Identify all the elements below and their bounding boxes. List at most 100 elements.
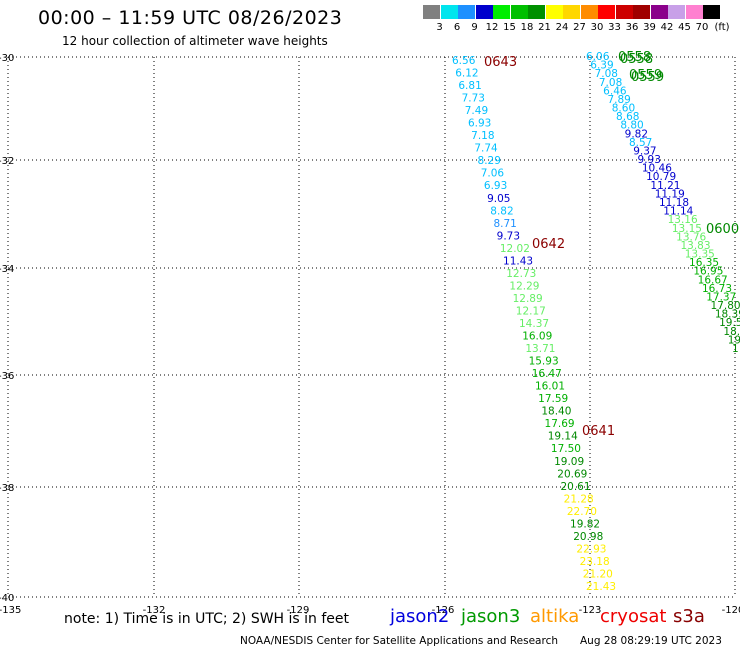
wave-height-value: 11.43 bbox=[503, 255, 533, 267]
wave-height-value: 7.49 bbox=[465, 105, 488, 117]
wave-height-value: 18.39 bbox=[715, 309, 740, 321]
legend-label-42: 42 bbox=[660, 22, 674, 33]
latitude-label: -30 bbox=[0, 53, 14, 64]
legend-label-33: 33 bbox=[608, 22, 621, 33]
longitude-label: -123 bbox=[579, 605, 602, 616]
legend-label-30: 30 bbox=[590, 22, 604, 33]
satellite-jason2: jason2 bbox=[390, 606, 450, 627]
wave-height-value: 19 bbox=[728, 334, 740, 346]
track-a: 6.566.126.817.737.496.937.187.748.297.06… bbox=[452, 55, 616, 593]
wave-height-value: 17.69 bbox=[545, 418, 575, 430]
wave-height-value: 12.17 bbox=[516, 305, 546, 317]
wave-height-value: 9.05 bbox=[487, 193, 510, 205]
wave-height-value: 13.71 bbox=[525, 343, 555, 355]
wave-height-value: 13.76 bbox=[676, 231, 706, 243]
wave-height-value: 12.73 bbox=[506, 268, 536, 280]
wave-height-value: 9.82 bbox=[625, 128, 648, 140]
latitude-label: -38 bbox=[0, 483, 14, 494]
wave-height-value: 22.93 bbox=[576, 543, 606, 555]
wave-height-value: 9.37 bbox=[633, 145, 656, 157]
wave-height-value: 6.46 bbox=[603, 85, 627, 97]
wave-height-value: 11.19 bbox=[655, 188, 685, 200]
wave-height-value: 7.08 bbox=[595, 68, 618, 80]
legend-label-24: 24 bbox=[555, 22, 569, 33]
wave-height-value: 8.82 bbox=[490, 205, 513, 217]
wave-height-value: 21.20 bbox=[583, 568, 613, 580]
wave-height-value: 13.15 bbox=[672, 223, 702, 235]
wave-height-value: 8.57 bbox=[629, 137, 652, 149]
legend-label-9: 9 bbox=[471, 22, 478, 33]
wave-height-value: 7.18 bbox=[471, 130, 494, 142]
legend-label-36: 36 bbox=[625, 22, 639, 33]
wave-height-value: 15.93 bbox=[529, 356, 559, 368]
wave-height-value: 16.47 bbox=[532, 368, 562, 380]
wave-height-value: 21.28 bbox=[564, 493, 594, 505]
wave-height-value: 6.12 bbox=[455, 68, 478, 80]
track-b: 6.066.397.087.086.467.898.608.688.809.82… bbox=[586, 51, 740, 355]
legend-swatch-13 bbox=[633, 5, 650, 19]
wave-height-value: 11.14 bbox=[663, 206, 693, 218]
wave-height-value: 16.35 bbox=[689, 257, 719, 269]
wave-height-value: 12.89 bbox=[513, 293, 543, 305]
wave-height-value: 6.06 bbox=[586, 51, 610, 63]
wave-height-value: 8.80 bbox=[620, 120, 643, 132]
legend-swatch-1 bbox=[423, 5, 440, 19]
legend-swatch-7 bbox=[528, 5, 545, 19]
wave-height-value: 9.73 bbox=[497, 230, 520, 242]
pass-time-label: 0558 bbox=[620, 52, 653, 67]
wave-height-value: 10.79 bbox=[646, 171, 676, 183]
wave-height-value: 13.83 bbox=[680, 240, 710, 252]
legend-label-27: 27 bbox=[573, 22, 586, 33]
wave-height-value: 7.73 bbox=[462, 93, 485, 105]
wave-height-value: 7.89 bbox=[607, 94, 630, 106]
legend-label-15: 15 bbox=[503, 22, 516, 33]
wave-height-value: 6.81 bbox=[458, 80, 481, 92]
latitude-label: -32 bbox=[0, 156, 14, 167]
wave-height-value: 19.09 bbox=[554, 456, 584, 468]
legend-label-70: 70 bbox=[695, 22, 709, 33]
wave-height-value: 23.18 bbox=[580, 556, 610, 568]
longitude-label: -126 bbox=[432, 605, 455, 616]
wave-height-value: 18.5 bbox=[723, 326, 740, 338]
wave-height-value: 19.5 bbox=[719, 317, 740, 329]
wave-height-value: 8.29 bbox=[478, 155, 501, 167]
wave-height-value: 16.95 bbox=[693, 266, 723, 278]
longitude-label: -120 bbox=[722, 605, 740, 616]
wave-height-value: 8.60 bbox=[612, 103, 635, 115]
wave-height-value: 17.50 bbox=[551, 443, 581, 455]
wave-height-value: 13.35 bbox=[685, 249, 715, 261]
pass-time-label: 0600 bbox=[706, 222, 739, 237]
legend-swatch-10 bbox=[580, 5, 598, 19]
legend-label-3: 3 bbox=[436, 22, 443, 33]
wave-height-value: 13.16 bbox=[668, 214, 698, 226]
wave-height-value: 16.01 bbox=[535, 381, 565, 393]
wave-height-value: 16.73 bbox=[702, 283, 732, 295]
legend-swatch-15 bbox=[668, 5, 685, 19]
page-subtitle: 12 hour collection of altimeter wave hei… bbox=[62, 34, 328, 48]
wave-height-value: 12.02 bbox=[500, 243, 530, 255]
satellite-s3a: s3a bbox=[673, 606, 705, 627]
wave-height-value: 14.37 bbox=[519, 318, 549, 330]
units-note: note: 1) Time is in UTC; 2) SWH is in fe… bbox=[64, 611, 350, 627]
legend-swatch-6 bbox=[510, 5, 528, 19]
legend-label-45: 45 bbox=[678, 22, 691, 33]
legend-label-21: 21 bbox=[538, 22, 551, 33]
legend-swatch-2 bbox=[440, 5, 458, 19]
wave-height-value: 7.74 bbox=[474, 143, 498, 155]
generated-timestamp: Aug 28 08:29:19 UTC 2023 bbox=[580, 635, 722, 647]
wave-height-value: 22.70 bbox=[567, 506, 597, 518]
legend-swatch-3 bbox=[458, 5, 475, 19]
longitude-label: -129 bbox=[287, 605, 310, 616]
legend-label-12: 12 bbox=[485, 22, 499, 33]
axis-labels: -135 -132 -129 -126 -123 -120 -30 -32 -34 -36 -38 -… bbox=[0, 53, 740, 616]
wave-height-value: 21.43 bbox=[586, 581, 616, 593]
satellite-cryosat: cryosat bbox=[600, 606, 667, 627]
latitude-label: -40 bbox=[0, 593, 14, 604]
legend-swatch-5 bbox=[493, 5, 510, 19]
wave-height-value: 8.68 bbox=[616, 111, 639, 123]
legend-swatch-12 bbox=[615, 5, 633, 19]
wave-height-value: 17.80 bbox=[711, 300, 740, 312]
satellite-jason3: jason3 bbox=[461, 606, 521, 627]
